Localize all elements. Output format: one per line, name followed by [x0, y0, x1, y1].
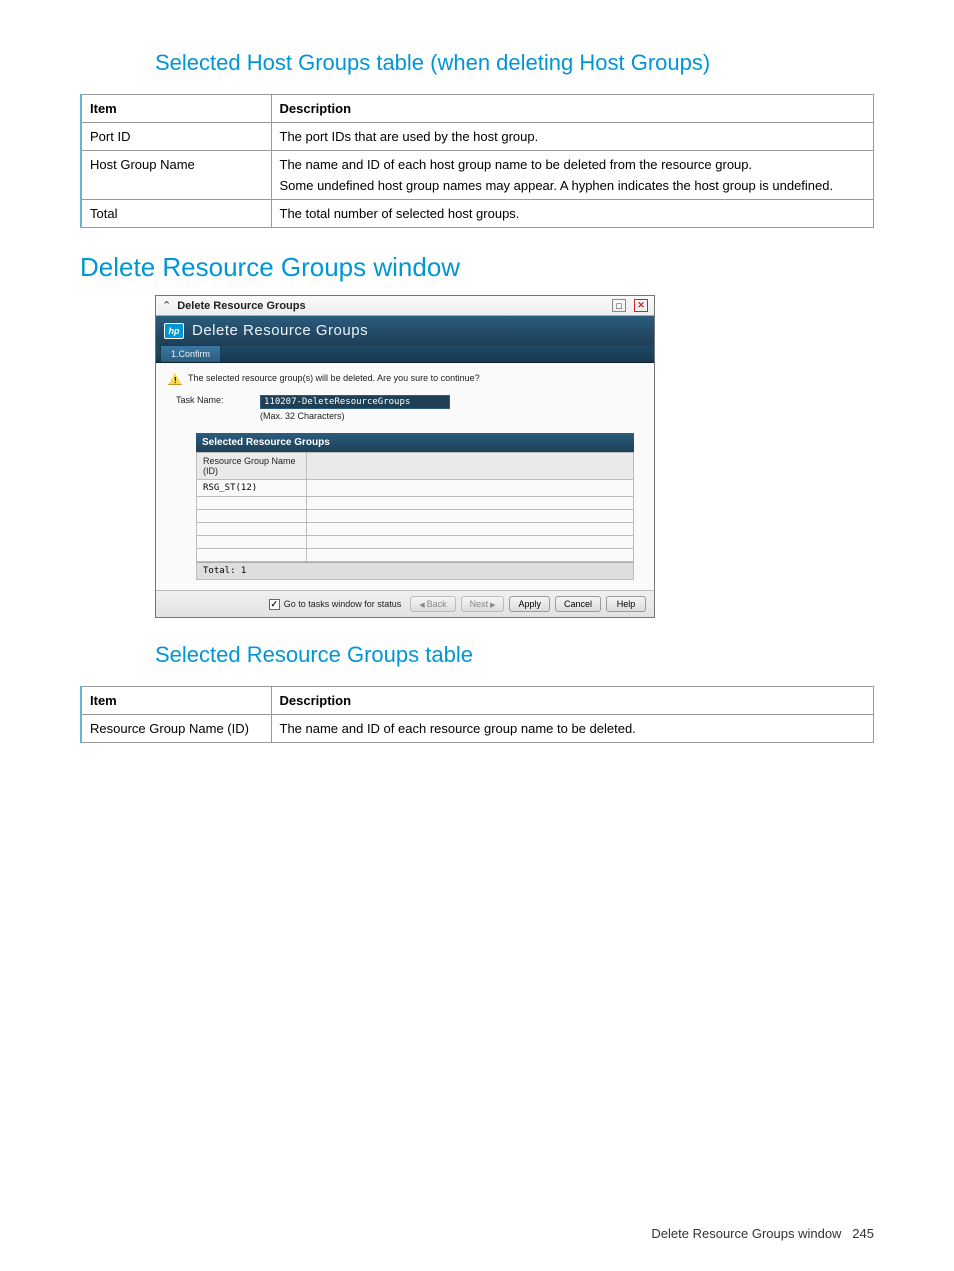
warning-text: The selected resource group(s) will be d…	[188, 373, 480, 383]
task-name-hint: (Max. 32 Characters)	[260, 411, 450, 421]
window-footer: Go to tasks window for status Back Next …	[156, 590, 654, 617]
table-row	[197, 523, 634, 536]
table-row: Host Group Name The name and ID of each …	[81, 151, 874, 200]
th-desc: Description	[271, 687, 874, 715]
selected-total: Total: 1	[196, 562, 634, 580]
tab-confirm[interactable]: 1.Confirm	[160, 345, 221, 362]
window-tabs: 1.Confirm	[156, 345, 654, 363]
cell-item: Port ID	[81, 123, 271, 151]
sel-th-blank	[307, 453, 634, 480]
window-titlebar: ⌃ Delete Resource Groups □ ✕	[156, 296, 654, 316]
page-number: 245	[852, 1226, 874, 1241]
table-row	[197, 549, 634, 562]
cell-desc: The name and ID of each host group name …	[271, 151, 874, 200]
table-row	[197, 497, 634, 510]
host-groups-table: Item Description Port ID The port IDs th…	[80, 94, 874, 228]
resource-groups-table: Item Description Resource Group Name (ID…	[80, 686, 874, 743]
window-body: The selected resource group(s) will be d…	[156, 363, 654, 590]
warning-icon	[168, 373, 182, 385]
table-row: Total The total number of selected host …	[81, 200, 874, 228]
window-title: Delete Resource Groups	[177, 300, 604, 312]
window-header: hp Delete Resource Groups	[156, 316, 654, 345]
table-row: Port ID The port IDs that are used by th…	[81, 123, 874, 151]
hp-logo-icon: hp	[164, 323, 184, 339]
sel-th-name: Resource Group Name (ID)	[197, 453, 307, 480]
go-to-tasks-checkbox[interactable]: Go to tasks window for status	[269, 599, 402, 610]
cell-item: Host Group Name	[81, 151, 271, 200]
cell-desc: The name and ID of each resource group n…	[271, 715, 874, 743]
task-name-input[interactable]	[260, 395, 450, 409]
table-row	[197, 510, 634, 523]
page-footer: Delete Resource Groups window 245	[651, 1226, 874, 1241]
checkbox-label: Go to tasks window for status	[284, 599, 402, 609]
task-name-row: Task Name: (Max. 32 Characters)	[176, 395, 642, 421]
selected-panel-header: Selected Resource Groups	[196, 433, 634, 452]
cell-desc: The total number of selected host groups…	[271, 200, 874, 228]
section3-title: Selected Resource Groups table	[155, 642, 874, 668]
collapse-icon[interactable]: ⌃	[162, 299, 171, 312]
window-header-text: Delete Resource Groups	[192, 322, 368, 339]
cell-item: Total	[81, 200, 271, 228]
apply-button[interactable]: Apply	[509, 596, 550, 612]
next-button[interactable]: Next	[461, 596, 505, 612]
selected-table: Resource Group Name (ID) RSG_ST(12)	[196, 452, 634, 562]
table-row[interactable]: RSG_ST(12)	[197, 480, 634, 497]
footer-text: Delete Resource Groups window	[651, 1226, 841, 1241]
section1-title: Selected Host Groups table (when deletin…	[155, 50, 874, 76]
cell-item: Resource Group Name (ID)	[81, 715, 271, 743]
section2-title: Delete Resource Groups window	[80, 252, 874, 283]
th-item: Item	[81, 95, 271, 123]
th-item: Item	[81, 687, 271, 715]
task-name-label: Task Name:	[176, 395, 246, 405]
table-row: Resource Group Name (ID) The name and ID…	[81, 715, 874, 743]
delete-resource-groups-window: ⌃ Delete Resource Groups □ ✕ hp Delete R…	[155, 295, 655, 618]
back-button[interactable]: Back	[410, 596, 455, 612]
help-button[interactable]: Help	[606, 596, 646, 612]
th-desc: Description	[271, 95, 874, 123]
sel-cell-name: RSG_ST(12)	[197, 480, 307, 497]
maximize-button[interactable]: □	[612, 299, 626, 312]
sel-cell-blank	[307, 480, 634, 497]
cell-desc: The port IDs that are used by the host g…	[271, 123, 874, 151]
warning-row: The selected resource group(s) will be d…	[168, 373, 642, 385]
table-row	[197, 536, 634, 549]
cancel-button[interactable]: Cancel	[555, 596, 601, 612]
close-button[interactable]: ✕	[634, 299, 648, 312]
selected-resource-groups-panel: Selected Resource Groups Resource Group …	[196, 433, 634, 580]
checkbox-icon[interactable]	[269, 599, 280, 610]
